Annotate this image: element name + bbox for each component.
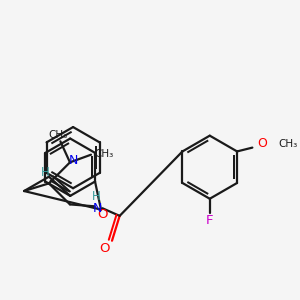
Text: CH₃: CH₃ — [48, 130, 67, 140]
Text: CH₃: CH₃ — [278, 139, 297, 149]
Text: CH₃: CH₃ — [95, 149, 114, 159]
Text: F: F — [206, 214, 214, 227]
Text: O: O — [98, 208, 108, 221]
Text: O: O — [257, 137, 267, 150]
Text: H: H — [92, 190, 101, 203]
Text: N: N — [69, 154, 79, 167]
Text: O: O — [99, 242, 110, 255]
Text: N: N — [93, 202, 102, 215]
Text: H: H — [41, 167, 50, 179]
